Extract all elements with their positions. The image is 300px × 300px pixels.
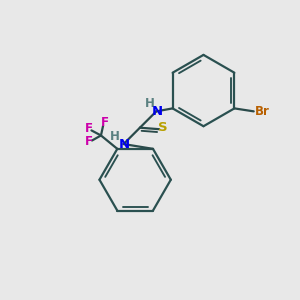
Text: N: N	[118, 138, 130, 151]
Text: H: H	[110, 130, 120, 143]
Text: F: F	[100, 116, 109, 130]
Text: F: F	[85, 136, 93, 148]
Text: F: F	[85, 122, 92, 135]
Text: H: H	[145, 97, 155, 110]
Text: N: N	[151, 105, 162, 118]
Text: Br: Br	[255, 105, 270, 118]
Text: S: S	[158, 121, 168, 134]
